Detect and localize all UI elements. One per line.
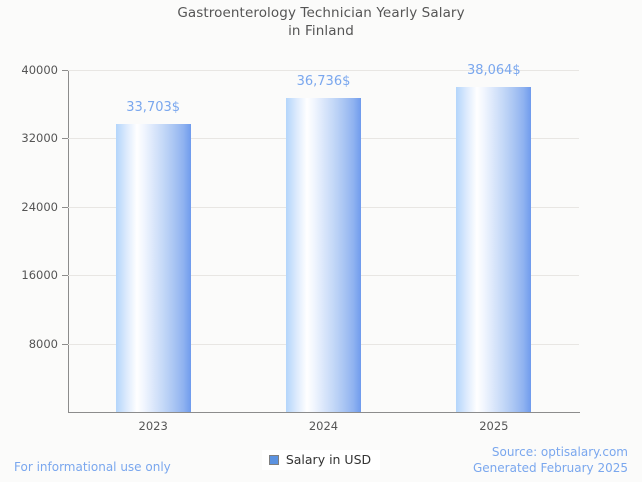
chart-title: Gastroenterology Technician Yearly Salar…: [0, 4, 642, 40]
plot-area: [68, 70, 579, 412]
y-tick-label-wrap: 40000: [0, 64, 58, 76]
bar-value-label-2025: 38,064$: [466, 62, 521, 78]
footer-source-block: Source: optisalary.com Generated Februar…: [473, 445, 628, 476]
y-tick-label-wrap: 8000: [0, 338, 58, 350]
y-tick-mark: [62, 70, 68, 71]
y-tick-mark: [62, 206, 68, 208]
y-tick-mark: [62, 343, 68, 345]
y-axis-line: [68, 70, 69, 413]
y-tick-label: 40000: [21, 63, 58, 77]
y-tick-label: 16000: [21, 268, 58, 283]
bar-value-label-2024: 36,736$: [296, 73, 351, 89]
bar-2023[interactable]: [115, 123, 191, 412]
x-tick-label-2024: 2024: [308, 419, 339, 433]
y-tick-mark: [62, 275, 68, 277]
x-axis-line: [68, 412, 580, 413]
y-tick-label-wrap: 32000: [0, 132, 58, 144]
y-tick-label: 32000: [21, 131, 58, 146]
footer-disclaimer: For informational use only: [14, 460, 171, 474]
chart-legend: Salary in USD: [0, 450, 642, 470]
bar-2025[interactable]: [456, 86, 532, 412]
y-tick-label-wrap: 24000: [0, 201, 58, 213]
x-tick-label-2023: 2023: [138, 419, 168, 433]
y-tick-label: 8000: [28, 336, 58, 351]
y-tick-mark: [62, 138, 68, 140]
chart-title-line-2: in Finland: [288, 23, 354, 39]
y-tick-label: 24000: [21, 199, 58, 214]
legend-swatch-icon: [268, 455, 279, 465]
legend-item-salary-in-usd[interactable]: Salary in USD: [261, 450, 381, 470]
footer-generated: Generated February 2025: [472, 460, 628, 475]
footer-source: Source: optisalary.com: [491, 445, 628, 459]
gridline: [68, 70, 579, 71]
x-tick-label-2025: 2025: [479, 419, 509, 433]
y-tick-label-wrap: 16000: [0, 269, 58, 281]
chart-title-line-1: Gastroenterology Technician Yearly Salar…: [177, 5, 465, 21]
bar-value-label-2023: 33,703$: [126, 99, 181, 115]
bar-2024[interactable]: [286, 97, 361, 412]
legend-item-label: Salary in USD: [285, 452, 372, 467]
